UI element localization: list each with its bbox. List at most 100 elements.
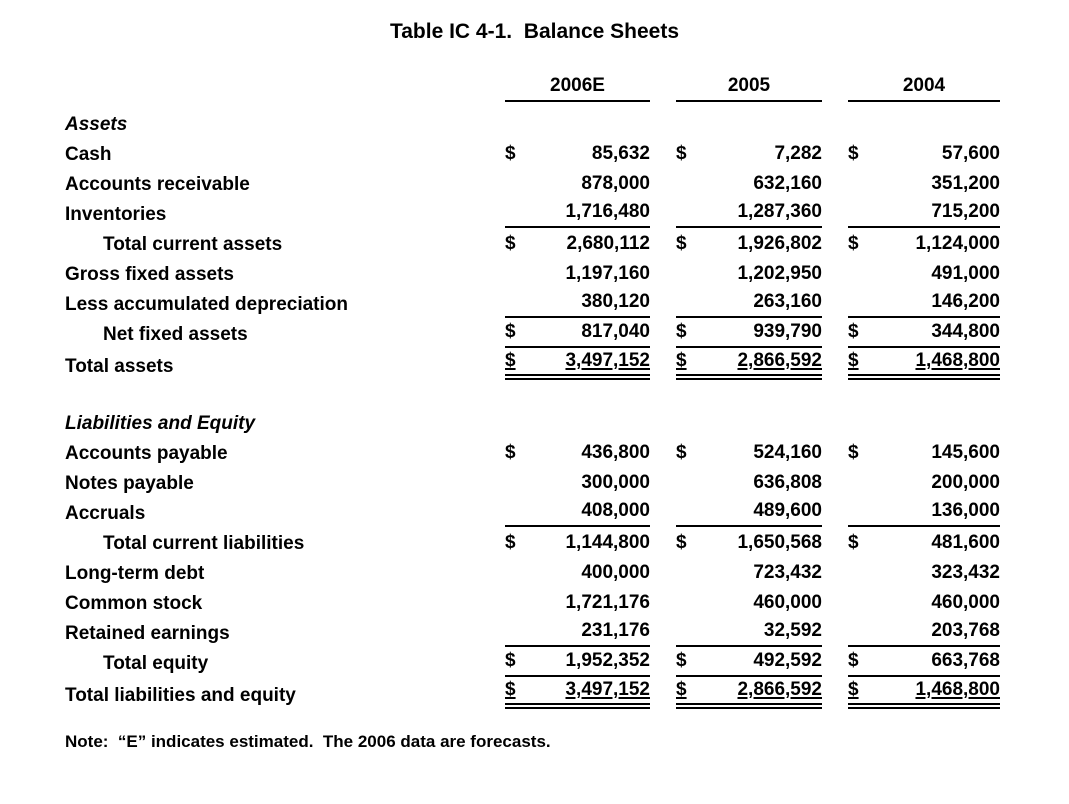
amount-cell: $817,040	[505, 319, 650, 348]
table-row: Accounts receivable 878,000 632,160 351,200	[65, 168, 1069, 198]
amount-cell: $1,468,800	[848, 677, 1000, 709]
table-row: Retained earnings 231,176 32,592 203,768	[65, 617, 1069, 647]
dollar-sign: $	[676, 442, 687, 463]
row-label: Accounts payable	[65, 443, 228, 464]
dollar-sign: $	[676, 143, 687, 164]
table-row: Total current assets $2,680,112 $1,926,802…	[65, 228, 1069, 258]
amount-value: 203,768	[931, 620, 1000, 641]
amount-value: 300,000	[581, 472, 650, 493]
amount-cell: 1,197,160	[505, 261, 650, 288]
amount-cell: $1,650,568	[676, 530, 822, 557]
amount-value: 57,600	[941, 143, 1000, 164]
amount-cell: 632,160	[676, 171, 822, 198]
table-row: Long-term debt 400,000 723,432 323,432	[65, 557, 1069, 587]
row-label: Notes payable	[65, 473, 194, 494]
table-row: Total current liabilities $1,144,800 $1,65…	[65, 527, 1069, 557]
amount-cell: 489,600	[676, 498, 822, 527]
row-label: Total current liabilities	[103, 533, 305, 554]
dollar-sign: $	[848, 321, 859, 342]
amount-cell: 715,200	[848, 199, 1000, 228]
amount-cell: 1,721,176	[505, 590, 650, 617]
amount-cell: 878,000	[505, 171, 650, 198]
amount-value: 715,200	[931, 201, 1000, 222]
amount-value: 632,160	[753, 173, 822, 194]
amount-value: 145,600	[931, 442, 1000, 463]
amount-value: 380,120	[581, 291, 650, 312]
amount-cell: $7,282	[676, 141, 822, 168]
row-label: Inventories	[65, 204, 167, 225]
amount-value: 400,000	[581, 562, 650, 583]
dollar-sign: $	[505, 650, 516, 671]
amount-value: 2,866,592	[737, 350, 822, 371]
amount-cell: 323,432	[848, 560, 1000, 587]
dollar-sign: $	[676, 532, 687, 553]
row-label: Total equity	[103, 653, 209, 674]
row-label: Total assets	[65, 356, 174, 377]
row-label: Gross fixed assets	[65, 264, 234, 285]
dollar-sign: $	[848, 233, 859, 254]
amount-value: 146,200	[931, 291, 1000, 312]
amount-value: 351,200	[931, 173, 1000, 194]
table-row: Notes payable 300,000 636,808 200,000	[65, 467, 1069, 497]
row-label: Less accumulated depreciation	[65, 294, 348, 315]
table-row: Accounts payable $436,800 $524,160 $145,600	[65, 437, 1069, 467]
amount-value: 85,632	[591, 143, 650, 164]
amount-cell: 200,000	[848, 470, 1000, 497]
amount-value: 1,287,360	[737, 201, 822, 222]
footnote: Note: “E” indicates estimated. The 2006 …	[65, 732, 551, 751]
amount-cell: 146,200	[848, 289, 1000, 318]
amount-cell: $524,160	[676, 440, 822, 467]
amount-value: 32,592	[763, 620, 822, 641]
amount-value: 136,000	[931, 500, 1000, 521]
dollar-sign: $	[676, 233, 687, 254]
amount-value: 1,144,800	[565, 532, 650, 553]
dollar-sign: $	[848, 143, 859, 164]
amount-cell: $145,600	[848, 440, 1000, 467]
table-row: Common stock 1,721,176 460,000 460,000	[65, 587, 1069, 617]
amount-value: 817,040	[581, 321, 650, 342]
amount-value: 1,926,802	[737, 233, 822, 254]
dollar-sign: $	[505, 321, 516, 342]
amount-value: 436,800	[581, 442, 650, 463]
section-heading-row: Assets	[65, 108, 1069, 138]
dollar-sign: $	[505, 143, 516, 164]
row-label: Total liabilities and equity	[65, 685, 296, 706]
amount-value: 2,680,112	[566, 233, 650, 254]
dollar-sign: $	[676, 321, 687, 342]
section-liabilities: Liabilities and Equity Accounts payable $4…	[65, 407, 1069, 709]
row-label: Long-term debt	[65, 563, 205, 584]
amount-cell: 203,768	[848, 618, 1000, 647]
column-header-2005: 2005	[676, 73, 822, 102]
amount-value: 231,176	[581, 620, 650, 641]
column-header-2004: 2004	[848, 73, 1000, 102]
amount-value: 636,808	[753, 472, 822, 493]
amount-cell: $1,926,802	[676, 231, 822, 258]
amount-value: 263,160	[753, 291, 822, 312]
dollar-sign: $	[848, 650, 859, 671]
amount-cell: 32,592	[676, 618, 822, 647]
amount-value: 1,468,800	[915, 679, 1000, 700]
amount-cell: 351,200	[848, 171, 1000, 198]
amount-value: 2,866,592	[737, 679, 822, 700]
dollar-sign: $	[676, 650, 687, 671]
amount-cell: 460,000	[676, 590, 822, 617]
amount-value: 408,000	[581, 500, 650, 521]
amount-cell: 460,000	[848, 590, 1000, 617]
amount-value: 1,650,568	[737, 532, 822, 553]
section-heading: Liabilities and Equity	[65, 413, 256, 434]
table-row: Total equity $1,952,352 $492,592 $663,768	[65, 647, 1069, 677]
amount-cell: $436,800	[505, 440, 650, 467]
amount-cell: $481,600	[848, 530, 1000, 557]
row-label: Common stock	[65, 593, 203, 614]
amount-cell: 636,808	[676, 470, 822, 497]
dollar-sign: $	[848, 679, 859, 700]
table-row: Cash $85,632 $7,282 $57,600	[65, 138, 1069, 168]
amount-value: 1,721,176	[565, 592, 650, 613]
amount-cell: $492,592	[676, 648, 822, 677]
amount-cell: 1,716,480	[505, 199, 650, 228]
amount-cell: 380,120	[505, 289, 650, 318]
amount-value: 1,202,950	[737, 263, 822, 284]
amount-cell: $1,124,000	[848, 231, 1000, 258]
amount-value: 7,282	[774, 143, 822, 164]
